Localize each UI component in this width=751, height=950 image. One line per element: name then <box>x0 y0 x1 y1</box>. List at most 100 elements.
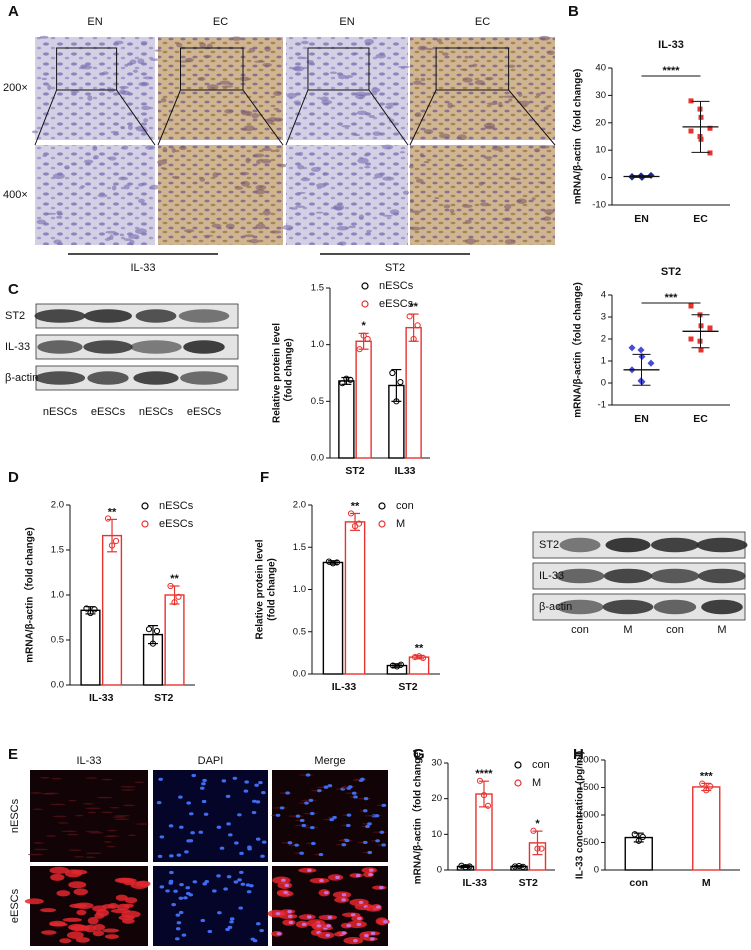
blot-row-label: β-actin <box>5 372 38 384</box>
nucleus <box>207 929 213 934</box>
cell <box>345 75 354 79</box>
cell <box>162 147 168 152</box>
group-label: IL-33 <box>130 262 155 274</box>
cell <box>535 92 542 97</box>
nucleus <box>183 896 188 900</box>
cell <box>460 68 468 71</box>
data-point <box>333 559 341 566</box>
nucleus <box>374 814 380 818</box>
stain <box>84 924 97 933</box>
cell <box>504 239 516 245</box>
significance-label: ** <box>170 573 179 585</box>
stain <box>50 873 65 881</box>
zoom-line <box>34 89 58 146</box>
y-tick-label: 0 <box>601 172 606 183</box>
cell <box>366 229 372 233</box>
nucleus <box>358 900 364 905</box>
cell <box>47 84 52 91</box>
data-point <box>153 627 161 635</box>
cell <box>128 234 140 239</box>
stain <box>27 853 44 856</box>
stain <box>104 934 119 940</box>
data-point <box>364 335 371 343</box>
cell <box>434 196 440 200</box>
stain <box>56 890 71 897</box>
cell <box>509 177 521 181</box>
cell <box>264 46 271 52</box>
row-label: 400× <box>3 189 28 201</box>
significance-label: **** <box>662 65 680 77</box>
y-tick-label: 30 <box>431 758 442 769</box>
legend-label: eESCs <box>159 518 194 530</box>
cell <box>531 197 536 201</box>
nucleus <box>341 843 347 847</box>
bar <box>692 786 721 871</box>
cell <box>315 211 324 214</box>
stain <box>68 881 87 889</box>
stain <box>96 796 113 799</box>
blot-row-label: β-actin <box>539 601 572 613</box>
nucleus <box>249 884 254 888</box>
nucleus <box>199 786 205 790</box>
cell <box>374 173 384 179</box>
y-tick-label: 1500 <box>578 782 599 793</box>
nucleus <box>346 923 351 928</box>
y-axis-label: （fold change) <box>282 338 295 407</box>
column-label: EC <box>475 16 490 28</box>
cell <box>518 92 523 97</box>
cell <box>129 59 137 65</box>
data-point <box>462 864 469 871</box>
nucleus <box>276 932 282 936</box>
inset-box <box>307 47 370 91</box>
data-point <box>171 599 178 606</box>
cell <box>294 205 305 208</box>
stain <box>136 880 151 887</box>
stain <box>52 815 67 818</box>
cell <box>443 204 451 209</box>
cell <box>441 52 449 56</box>
nucleus <box>240 882 246 886</box>
significance-label: * <box>535 818 540 830</box>
cell <box>537 181 545 184</box>
nucleus <box>299 851 304 855</box>
bar <box>408 656 430 675</box>
cell <box>375 53 386 59</box>
cell <box>321 100 333 105</box>
significance-label: *** <box>700 770 714 782</box>
y-tick-label: 20 <box>595 117 606 128</box>
cell <box>336 225 349 231</box>
cell <box>282 224 294 231</box>
data-point <box>360 332 367 339</box>
y-tick-label: 2.0 <box>293 500 306 511</box>
stain <box>127 834 136 837</box>
micrograph <box>410 145 555 245</box>
cell <box>241 128 248 131</box>
legend-marker <box>141 520 149 528</box>
y-tick-label: -1 <box>598 400 606 411</box>
stain <box>82 803 94 805</box>
cell <box>364 165 371 169</box>
nucleus <box>243 789 249 793</box>
y-tick-label: 10 <box>431 829 442 840</box>
blot-band <box>701 599 743 615</box>
stain <box>122 804 136 807</box>
panel-letter: H <box>573 746 584 763</box>
nucleus <box>169 870 174 875</box>
cell <box>31 130 39 134</box>
stain <box>24 898 44 905</box>
stain <box>40 908 57 913</box>
panel-letter: D <box>8 469 19 486</box>
nucleus <box>171 902 176 907</box>
data-point <box>149 640 157 647</box>
cell <box>363 153 370 157</box>
data-point <box>343 375 350 382</box>
y-tick-label: 2.0 <box>51 500 64 511</box>
cell <box>498 101 503 108</box>
stain <box>68 849 82 851</box>
nucleus <box>237 813 242 817</box>
nucleus <box>173 889 178 893</box>
data-point <box>145 626 153 633</box>
stain <box>59 938 72 944</box>
cell <box>544 208 555 215</box>
cell <box>502 95 515 98</box>
